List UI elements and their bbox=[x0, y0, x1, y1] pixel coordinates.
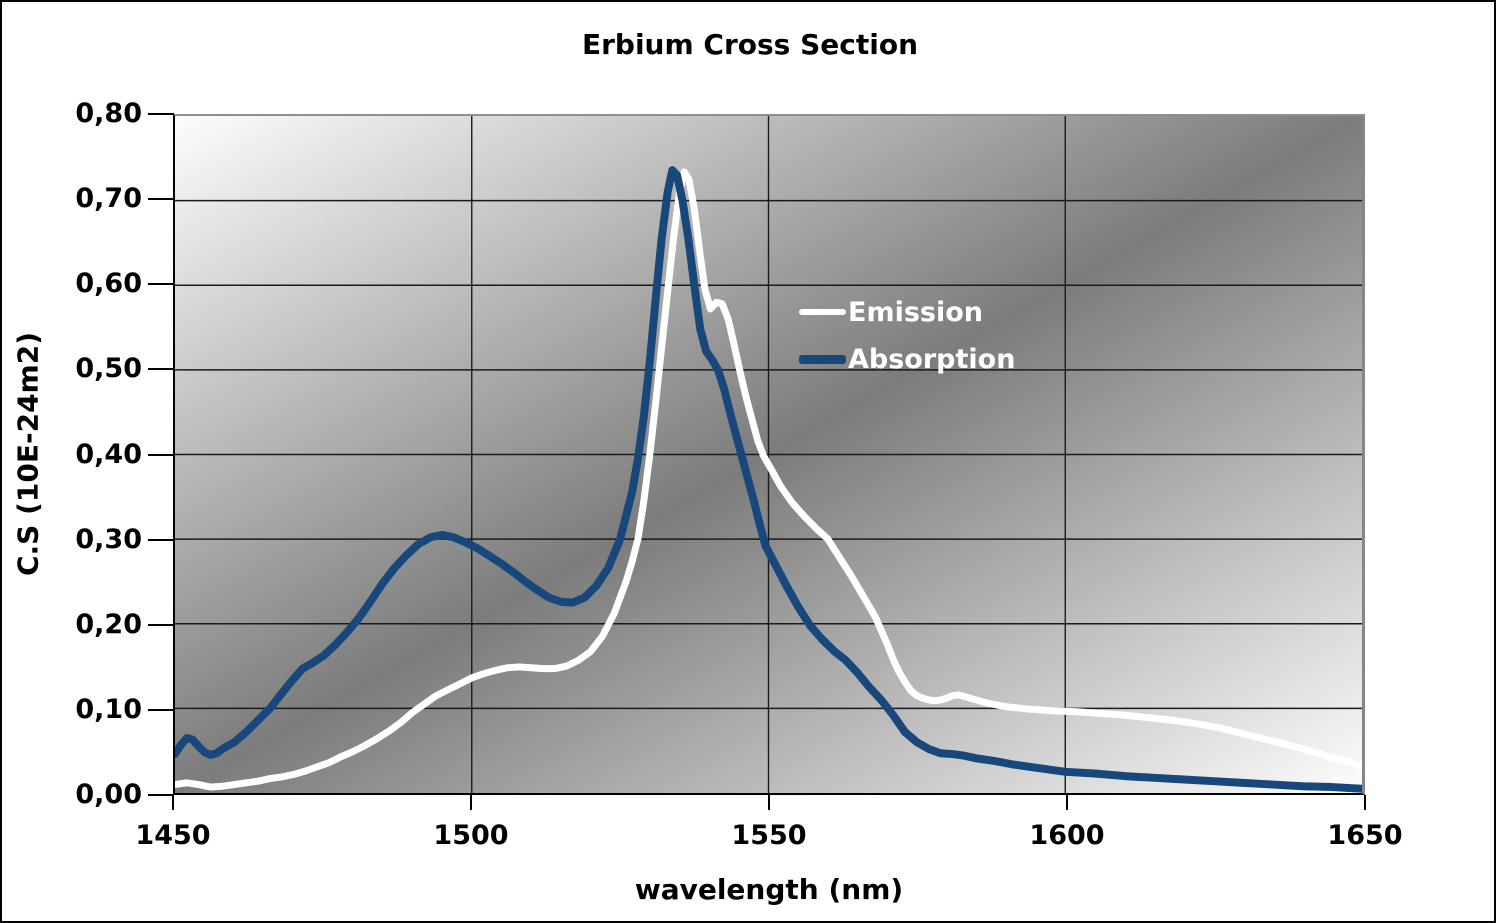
legend-label-absorption: Absorption bbox=[848, 343, 1016, 375]
x-axis-tick bbox=[172, 795, 174, 810]
y-axis-tick bbox=[148, 794, 174, 796]
y-tick-label: 0,20 bbox=[75, 608, 142, 640]
plot-svg bbox=[175, 116, 1362, 793]
absorption-line-swatch bbox=[799, 354, 846, 364]
chart-title: Erbium Cross Section bbox=[581, 28, 918, 61]
x-axis-title: wavelength (nm) bbox=[634, 873, 904, 906]
x-axis-tick bbox=[768, 795, 770, 810]
y-tick-label: 0,70 bbox=[75, 183, 142, 215]
plot-area bbox=[173, 114, 1365, 795]
x-tick-label: 1650 bbox=[1327, 820, 1403, 851]
y-axis-tick bbox=[148, 538, 174, 541]
y-tick-label: 0,40 bbox=[75, 438, 142, 470]
x-tick-label: 1500 bbox=[433, 820, 509, 851]
legend-label-emission: Emission bbox=[848, 296, 983, 328]
y-axis-tick bbox=[148, 708, 174, 711]
absorption-curve bbox=[175, 166, 1362, 793]
y-axis-tick bbox=[148, 113, 174, 115]
emission-line-swatch bbox=[799, 309, 846, 315]
y-tick-label: 0,60 bbox=[75, 268, 142, 300]
y-axis-tick bbox=[148, 283, 174, 286]
legend: Emission Absorption bbox=[799, 293, 1015, 387]
y-tick-label: 0,00 bbox=[75, 779, 142, 810]
y-axis-tick bbox=[148, 453, 174, 456]
x-axis-tick bbox=[470, 795, 472, 810]
x-tick-label: 1600 bbox=[1029, 820, 1105, 851]
x-tick-label: 1550 bbox=[731, 820, 807, 851]
legend-item-emission: Emission bbox=[799, 293, 1015, 331]
x-axis-tick bbox=[1364, 795, 1366, 810]
y-tick-label: 0,10 bbox=[75, 693, 142, 725]
y-axis-tick bbox=[148, 368, 174, 371]
legend-item-absorption: Absorption bbox=[799, 340, 1015, 378]
emission-curve bbox=[175, 168, 1362, 791]
y-axis-tick bbox=[148, 623, 174, 626]
y-tick-label: 0,80 bbox=[75, 98, 142, 129]
y-tick-label: 0,50 bbox=[75, 353, 142, 385]
y-tick-label: 0,30 bbox=[75, 523, 142, 555]
x-axis-tick bbox=[1066, 795, 1068, 810]
x-tick-label: 1450 bbox=[135, 820, 211, 851]
y-axis-tick bbox=[148, 198, 174, 201]
